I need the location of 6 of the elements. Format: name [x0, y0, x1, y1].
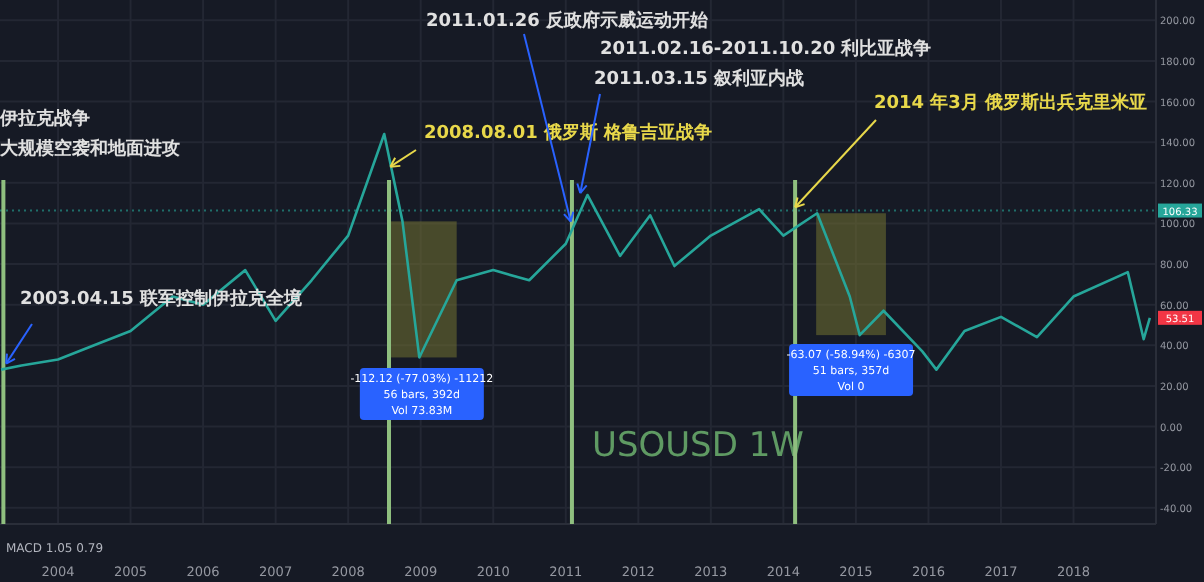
annotation: 2011.02.16-2011.10.20 利比亚战争: [600, 38, 932, 60]
annotation: 伊拉克战争: [0, 108, 90, 130]
annotation: 2014 年3月 俄罗斯出兵克里米亚: [874, 92, 1148, 114]
annotation: 大规模空袭和地面进攻: [0, 138, 180, 160]
annotation: 2011.03.15 叙利亚内战: [594, 68, 805, 90]
annotation: 2011.01.26 反政府示威运动开始: [426, 10, 711, 32]
